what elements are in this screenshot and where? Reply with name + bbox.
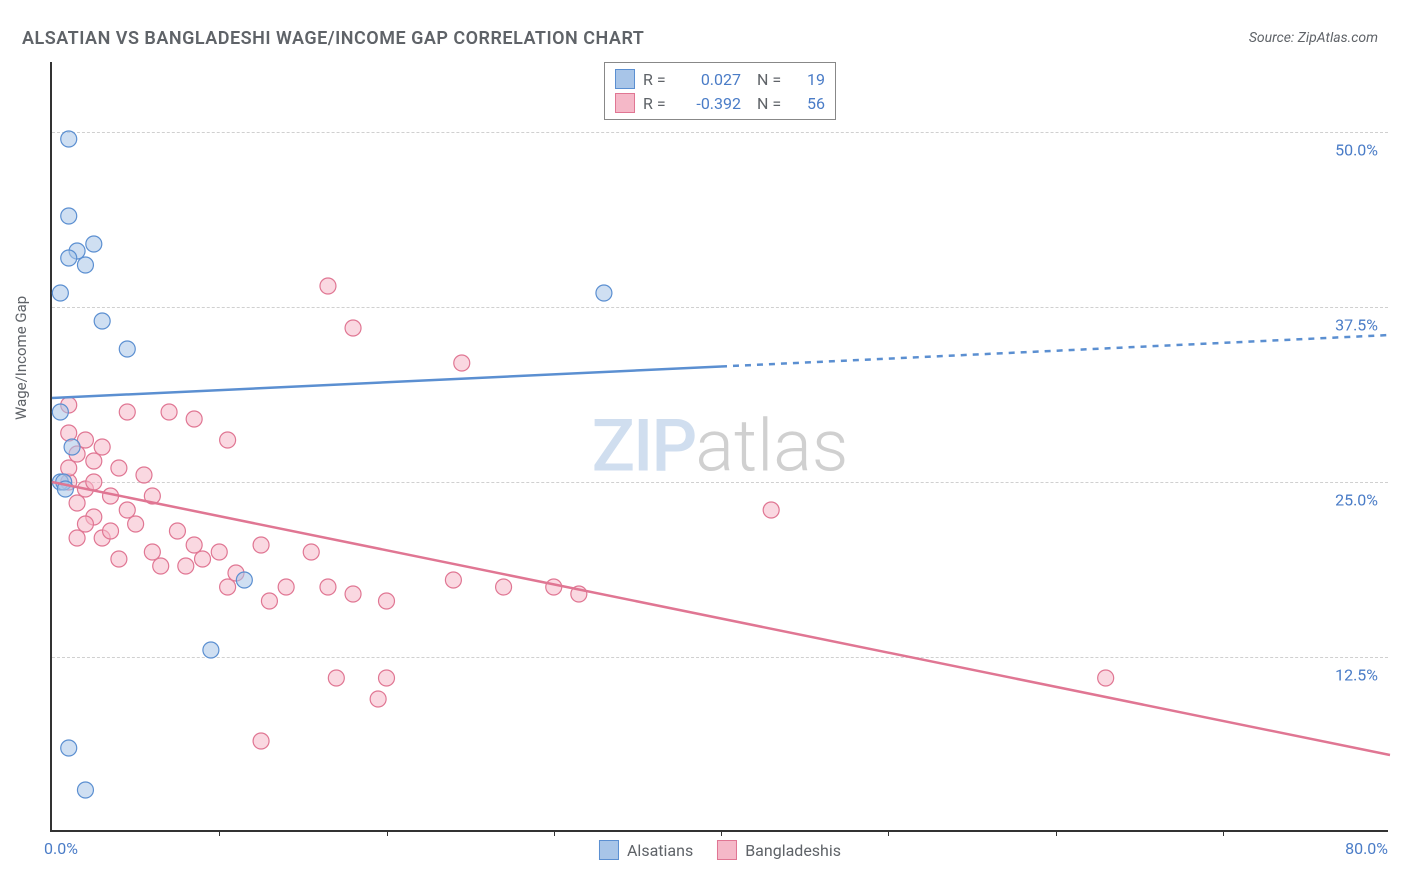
scatter-point: [161, 404, 177, 420]
scatter-point: [136, 467, 152, 483]
scatter-point: [64, 439, 80, 455]
scatter-point: [61, 208, 77, 224]
x-tick-mark: [1223, 830, 1224, 836]
scatter-point: [69, 530, 85, 546]
x-tick-label-right: 80.0%: [1345, 839, 1388, 858]
scatter-point: [119, 404, 135, 420]
scatter-point: [236, 572, 252, 588]
scatter-point: [546, 579, 562, 595]
scatter-point: [370, 691, 386, 707]
scatter-point: [328, 670, 344, 686]
x-tick-mark: [1056, 830, 1057, 836]
scatter-point: [303, 544, 319, 560]
scatter-point: [186, 411, 202, 427]
scatter-point: [77, 516, 93, 532]
scatter-point: [153, 558, 169, 574]
scatter-point: [763, 502, 779, 518]
scatter-point: [52, 285, 68, 301]
scatter-point: [144, 544, 160, 560]
scatter-point: [103, 523, 119, 539]
scatter-point: [111, 551, 127, 567]
legend-n-label: N =: [757, 94, 787, 113]
legend-stats-row: R = -0.392 N = 56: [615, 91, 825, 115]
scatter-point: [596, 285, 612, 301]
scatter-point: [261, 593, 277, 609]
x-tick-mark: [721, 830, 722, 836]
legend-r-value: 0.027: [681, 70, 741, 89]
scatter-point: [445, 572, 461, 588]
scatter-point: [178, 558, 194, 574]
regression-line: [721, 335, 1390, 367]
regression-line: [52, 367, 721, 399]
legend-series-item: Alsatians: [599, 840, 693, 860]
scatter-point: [169, 523, 185, 539]
scatter-point: [379, 593, 395, 609]
scatter-point: [186, 537, 202, 553]
y-axis-label: Wage/Income Gap: [12, 296, 30, 420]
scatter-point: [119, 341, 135, 357]
scatter-point: [211, 544, 227, 560]
scatter-point: [454, 355, 470, 371]
scatter-point: [345, 320, 361, 336]
scatter-point: [86, 453, 102, 469]
chart-title: ALSATIAN VS BANGLADESHI WAGE/INCOME GAP …: [22, 28, 644, 49]
scatter-point: [86, 236, 102, 252]
scatter-point: [345, 586, 361, 602]
scatter-point: [69, 495, 85, 511]
legend-series-label: Bangladeshis: [745, 841, 841, 860]
x-tick-mark: [219, 830, 220, 836]
legend-swatch: [717, 840, 737, 860]
scatter-point: [253, 733, 269, 749]
scatter-point: [94, 439, 110, 455]
plot-svg: [52, 62, 1388, 830]
scatter-point: [320, 278, 336, 294]
source-attribution: Source: ZipAtlas.com: [1249, 30, 1378, 46]
scatter-point: [253, 537, 269, 553]
legend-r-label: R =: [643, 94, 673, 113]
scatter-point: [52, 404, 68, 420]
legend-r-label: R =: [643, 70, 673, 89]
legend-stats: R = 0.027 N = 19 R = -0.392 N = 56: [604, 62, 836, 120]
scatter-point: [1098, 670, 1114, 686]
legend-series-item: Bangladeshis: [717, 840, 841, 860]
x-tick-mark: [888, 830, 889, 836]
scatter-point: [496, 579, 512, 595]
legend-n-value: 56: [795, 94, 825, 113]
legend-swatch: [615, 93, 635, 113]
scatter-point: [61, 740, 77, 756]
scatter-point: [77, 782, 93, 798]
scatter-point: [77, 257, 93, 273]
x-tick-label-left: 0.0%: [44, 839, 78, 858]
scatter-point: [379, 670, 395, 686]
scatter-point: [220, 432, 236, 448]
scatter-point: [94, 313, 110, 329]
x-tick-mark: [387, 830, 388, 836]
scatter-point: [128, 516, 144, 532]
scatter-point: [320, 579, 336, 595]
regression-line: [52, 482, 1390, 755]
plot-area: ZIPatlas 12.5%25.0%37.5%50.0% 0.0% 80.0%…: [50, 62, 1388, 832]
x-tick-mark: [554, 830, 555, 836]
legend-series: Alsatians Bangladeshis: [599, 840, 841, 860]
legend-series-label: Alsatians: [627, 841, 693, 860]
legend-stats-row: R = 0.027 N = 19: [615, 67, 825, 91]
scatter-point: [195, 551, 211, 567]
legend-n-value: 19: [795, 70, 825, 89]
scatter-point: [86, 474, 102, 490]
scatter-point: [278, 579, 294, 595]
scatter-point: [119, 502, 135, 518]
scatter-point: [203, 642, 219, 658]
legend-n-label: N =: [757, 70, 787, 89]
legend-swatch: [615, 69, 635, 89]
legend-r-value: -0.392: [681, 94, 741, 113]
legend-swatch: [599, 840, 619, 860]
scatter-point: [220, 579, 236, 595]
scatter-point: [111, 460, 127, 476]
scatter-point: [61, 425, 77, 441]
scatter-point: [61, 131, 77, 147]
scatter-point: [61, 250, 77, 266]
